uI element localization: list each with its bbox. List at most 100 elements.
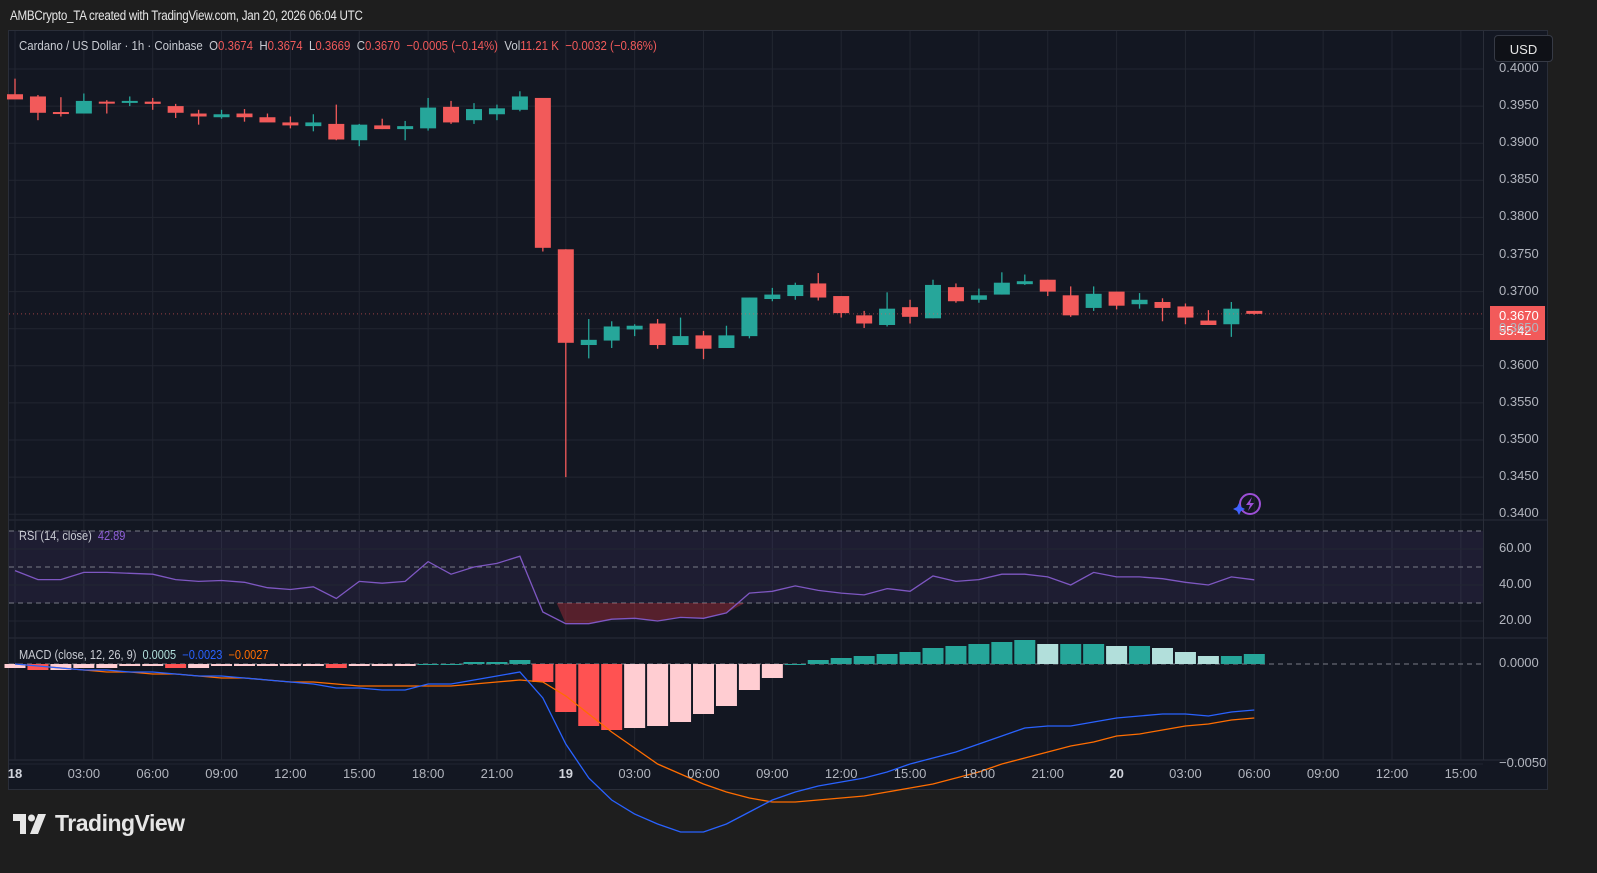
macd-histogram-bar: [693, 664, 714, 714]
price-axis-label: 0.4000: [1499, 60, 1539, 75]
macd-legend[interactable]: MACD (close, 12, 26, 9) 0.0005 −0.0023 −…: [19, 648, 269, 662]
change-value: −0.0005 (−0.14%): [406, 38, 498, 53]
macd-histogram-bar: [256, 664, 278, 666]
price-axis-label: 0.3600: [1499, 356, 1539, 372]
macd-histogram-bar: [1083, 644, 1105, 664]
macd-histogram-bar: [601, 664, 623, 730]
candle-body: [1131, 299, 1148, 305]
price-axis-label: 0.3650: [1499, 319, 1539, 335]
candle-body: [1016, 281, 1033, 285]
macd-histogram-bar: [1152, 648, 1173, 664]
time-axis-label: 03:00: [618, 766, 651, 781]
candle-body: [580, 339, 597, 346]
rsi-axis-label: 40.00: [1499, 576, 1532, 591]
last-price-tag: 0.3670 55:42: [1490, 306, 1545, 340]
candle-body: [695, 335, 712, 349]
macd-histogram-bar: [1220, 656, 1242, 664]
candle-body: [328, 123, 345, 140]
time-axis-label: 09:00: [205, 766, 238, 781]
macd-histogram-bar: [4, 664, 26, 668]
open-value: 0.3674: [218, 38, 254, 53]
time-axis-label: 18: [7, 766, 23, 781]
time-axis-label: 09:00: [1306, 766, 1340, 781]
symbol-title: Cardano / US Dollar · 1h · Coinbase: [19, 38, 203, 53]
macd-histogram-bar: [784, 664, 806, 665]
rsi-value: 42.89: [97, 529, 126, 543]
macd-histogram-bar: [440, 664, 462, 665]
lightning-alert-icon[interactable]: [1233, 493, 1261, 515]
price-axis-label: 0.3950: [1499, 97, 1539, 113]
candle-body: [557, 249, 574, 343]
currency-button[interactable]: USD: [1494, 35, 1553, 62]
rsi-axis-label: 60.00: [1499, 540, 1532, 555]
candle-body: [1177, 306, 1194, 318]
price-axis-label: 0.3800: [1499, 208, 1539, 224]
macd-histogram-bar: [486, 662, 508, 664]
macd-histogram-bar: [27, 664, 49, 670]
macd-histogram-bar: [1174, 652, 1196, 664]
price-axis-label: 0.3400: [1499, 505, 1539, 521]
macd-histogram-bar: [670, 664, 692, 722]
candle-body: [1223, 308, 1240, 325]
candle-body: [98, 101, 115, 104]
macd-histogram-bar: [325, 664, 347, 668]
candle-body: [420, 107, 437, 129]
symbol-legend: Cardano / US Dollar · 1h · Coinbase O0.3…: [19, 38, 657, 53]
candle-body: [443, 106, 460, 123]
candle-body: [236, 113, 253, 118]
time-axis-label: 06:00: [1238, 766, 1271, 781]
macd-line: [14, 663, 1255, 833]
candle-body: [947, 287, 964, 302]
time-axis-label: 20: [1109, 766, 1124, 781]
candle-body: [282, 122, 299, 126]
candle-body: [190, 113, 207, 117]
rsi-legend[interactable]: RSI (14, close) 42.89: [19, 529, 126, 543]
macd-histogram-bar: [624, 664, 646, 728]
candle-body: [75, 100, 92, 114]
price-axis-label: 0.3750: [1499, 245, 1539, 261]
low-value: 0.3669: [315, 38, 351, 53]
time-axis-label: 19: [558, 766, 574, 781]
candle-body: [1039, 279, 1056, 292]
macd-histogram-bar: [463, 662, 485, 664]
macd-histogram-bar: [1106, 646, 1128, 664]
macd-histogram-bar: [348, 664, 370, 666]
tradingview-logo[interactable]: TradingView: [13, 810, 185, 837]
time-axis-label: 15:00: [342, 766, 376, 781]
price-axis-label: 0.3850: [1499, 171, 1539, 187]
candle-body: [787, 284, 804, 297]
macd-histogram-bar: [371, 664, 393, 666]
macd-histogram-bar: [96, 664, 118, 668]
candle-body: [305, 122, 322, 127]
macd-signal-value: −0.0027: [228, 648, 269, 662]
candle-body: [397, 126, 414, 130]
time-axis-label: 15:00: [1444, 766, 1478, 781]
brand-name: TradingView: [55, 810, 185, 836]
candle-body: [718, 335, 735, 348]
candle-body: [488, 108, 505, 115]
price-axis-label: 0.3550: [1499, 393, 1539, 409]
macd-histogram-bar: [1197, 656, 1219, 664]
candle-body: [144, 101, 161, 104]
candle-body: [902, 307, 919, 317]
candle-body: [603, 326, 620, 341]
macd-hist-value: 0.0005: [142, 648, 177, 662]
macd-histogram-bar: [1129, 646, 1151, 664]
candle-body: [879, 308, 896, 325]
time-axis-label: 21:00: [1031, 766, 1065, 781]
time-axis-label: 12:00: [274, 766, 307, 781]
candle-body: [741, 297, 758, 337]
chart-frame: [8, 30, 1548, 790]
high-value: 0.3674: [267, 38, 303, 53]
candle-body: [534, 97, 551, 248]
time-axis-label: 15:00: [893, 766, 927, 781]
bar-countdown: 55:42: [1499, 323, 1532, 338]
macd-histogram-bar: [922, 648, 944, 664]
macd-histogram-bar: [509, 660, 531, 664]
macd-histogram-bar: [876, 654, 898, 664]
macd-histogram-bar: [738, 664, 760, 690]
candle-body: [1085, 293, 1102, 308]
macd-signal-line: [14, 663, 1255, 803]
price-axis-label: 0.3900: [1499, 134, 1539, 150]
